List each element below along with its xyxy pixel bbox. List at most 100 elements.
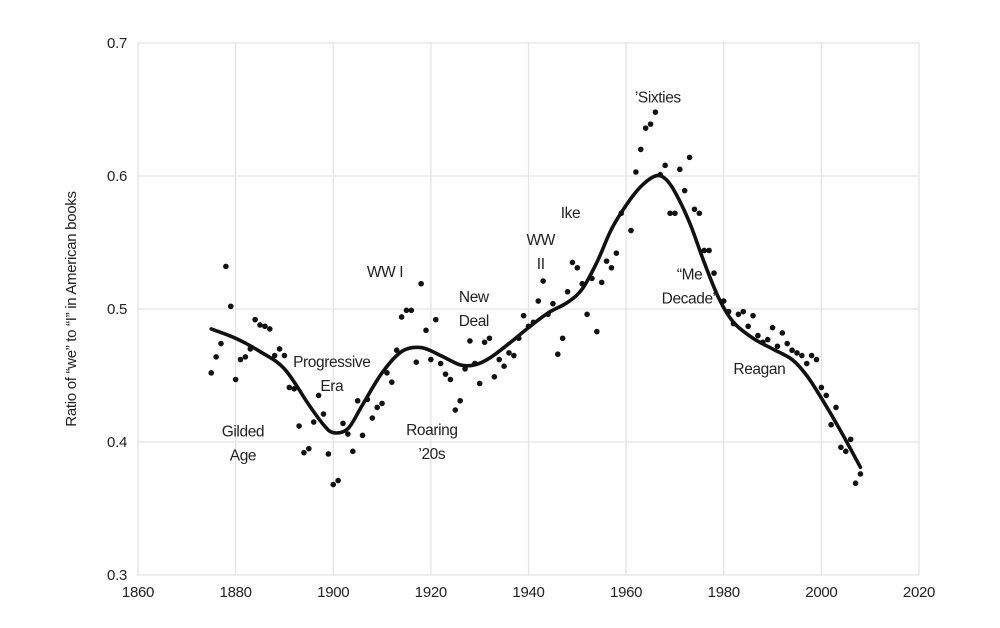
annotation-label: Progressive Era xyxy=(293,354,370,395)
data-point xyxy=(432,316,439,323)
x-tick-label: 1860 xyxy=(122,584,154,601)
data-point xyxy=(642,125,649,131)
annotation-line: Decade” xyxy=(662,290,718,307)
data-point xyxy=(296,423,302,429)
data-point xyxy=(452,407,459,413)
annotation-line: ’20s xyxy=(418,446,445,463)
data-point xyxy=(227,303,234,310)
data-point xyxy=(750,312,756,319)
data-point xyxy=(769,324,776,331)
data-point xyxy=(481,339,488,346)
data-point xyxy=(706,247,712,254)
data-point xyxy=(730,320,737,327)
data-point xyxy=(823,392,830,399)
x-tick-label: 1920 xyxy=(415,584,447,601)
data-point xyxy=(486,335,493,342)
y-tick-label: 0.7 xyxy=(107,35,127,52)
x-tick-label: 1960 xyxy=(610,584,642,601)
annotation-label: Roaring ’20s xyxy=(406,422,457,463)
data-point xyxy=(550,300,556,307)
data-point xyxy=(667,210,673,217)
annotation-line: WW I xyxy=(367,264,403,281)
x-tick-label: 1900 xyxy=(317,584,349,601)
data-point xyxy=(237,356,244,363)
annotation-line: Era xyxy=(320,378,344,395)
data-point xyxy=(208,370,215,376)
data-point xyxy=(579,280,585,287)
data-point xyxy=(252,316,258,323)
data-point xyxy=(789,347,795,354)
data-point xyxy=(345,431,351,437)
annotations: Gilded Age Progressive Era WW I Roaring ’20s Ne… xyxy=(222,90,786,465)
data-point xyxy=(286,384,293,391)
data-point xyxy=(393,347,400,354)
data-point xyxy=(247,346,254,352)
data-point xyxy=(852,480,859,487)
data-point xyxy=(374,404,380,411)
data-point xyxy=(842,448,849,455)
data-point xyxy=(657,171,664,178)
annotation-label: Ike xyxy=(561,205,580,222)
data-point xyxy=(310,419,317,425)
data-point xyxy=(506,350,512,356)
data-point xyxy=(301,449,307,456)
data-point xyxy=(628,227,634,234)
data-point xyxy=(799,352,805,359)
y-tick-label: 0.4 xyxy=(107,434,127,451)
data-point xyxy=(672,210,678,217)
data-point xyxy=(364,396,371,403)
data-point xyxy=(584,311,590,318)
data-point xyxy=(306,445,312,452)
data-point xyxy=(696,210,703,217)
x-tick-label: 1980 xyxy=(708,584,740,601)
data-point xyxy=(262,323,268,330)
y-axis-label: Ratio of “we” to “I” in American books xyxy=(63,191,80,426)
data-point xyxy=(491,374,498,380)
data-point xyxy=(520,312,527,319)
data-point xyxy=(511,352,517,359)
data-point xyxy=(677,166,683,173)
data-point xyxy=(276,346,283,352)
data-point xyxy=(457,397,463,404)
annotation-line: “Me xyxy=(677,266,703,283)
data-point xyxy=(847,436,854,443)
data-point xyxy=(828,421,834,428)
data-point xyxy=(213,354,219,360)
data-point xyxy=(257,322,263,328)
data-point xyxy=(325,451,332,457)
data-point xyxy=(423,327,429,334)
data-point xyxy=(774,343,781,350)
data-point xyxy=(281,352,288,359)
data-point xyxy=(618,210,625,217)
data-point xyxy=(740,308,747,315)
x-tick-label: 1940 xyxy=(512,584,544,601)
data-point xyxy=(564,288,571,295)
annotation-label: New Deal xyxy=(459,289,490,330)
data-point xyxy=(403,307,410,314)
data-point xyxy=(266,326,273,332)
data-point xyxy=(838,444,844,451)
data-point xyxy=(540,278,546,284)
x-tick-label: 2000 xyxy=(805,584,837,601)
annotation-line: II xyxy=(537,256,545,273)
data-point xyxy=(574,264,581,271)
y-axis: 0.3 0.4 0.5 0.6 0.7 xyxy=(107,35,127,584)
grid-lines xyxy=(137,42,920,576)
data-point xyxy=(354,397,361,404)
data-point xyxy=(833,404,839,411)
data-point xyxy=(559,335,566,342)
data-point xyxy=(794,350,800,356)
data-point xyxy=(652,109,659,115)
data-point xyxy=(720,298,727,304)
data-point xyxy=(613,250,620,256)
data-point xyxy=(745,323,751,330)
annotation-line: Progressive xyxy=(293,354,370,371)
data-point xyxy=(686,154,693,161)
data-point xyxy=(291,386,298,392)
annotation-label: Reagan xyxy=(733,361,785,378)
data-point xyxy=(530,319,537,326)
data-point xyxy=(437,360,444,367)
annotation-line: Roaring xyxy=(406,422,457,439)
data-point xyxy=(218,340,224,347)
